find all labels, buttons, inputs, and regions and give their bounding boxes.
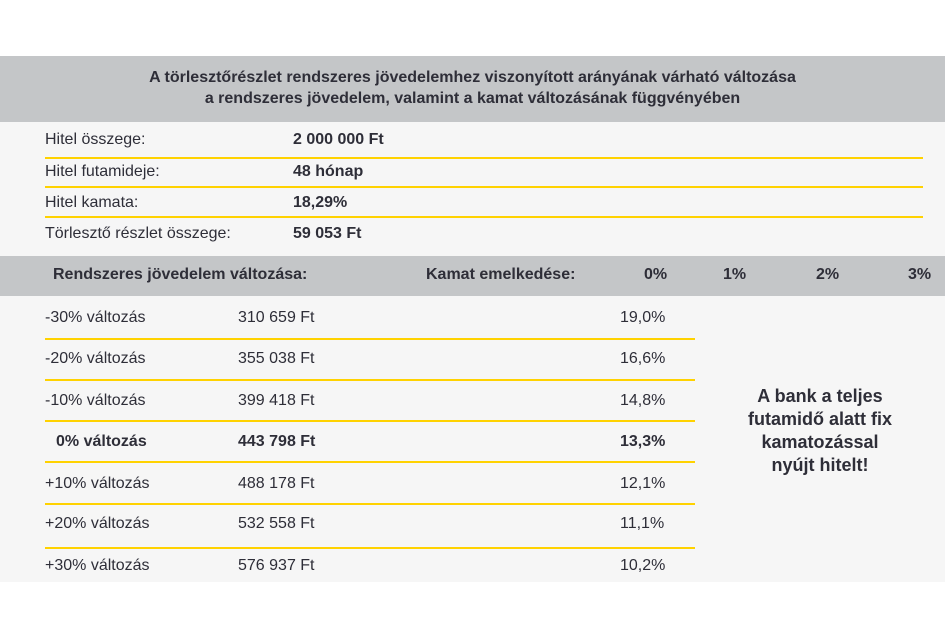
note-line: futamidő alatt fix (747, 409, 892, 429)
rate-1-header: 1% (723, 266, 747, 283)
divider (45, 503, 695, 505)
ratio-cell: 10,2% (620, 557, 666, 574)
divider (45, 216, 923, 218)
ratio-cell: 14,8% (620, 392, 666, 409)
income-change-cell: -30% változás (45, 309, 146, 326)
income-change-cell: +10% változás (45, 475, 150, 492)
income-change-header: Rendszeres jövedelem változása: (53, 266, 308, 283)
table-header: Rendszeres jövedelem változása: Kamat em… (0, 256, 945, 296)
installment-label: Törlesztő részlet összege: (45, 225, 231, 242)
ratio-cell: 11,1% (620, 515, 665, 532)
title-line-1: A törlesztőrészlet rendszeres jövedelemh… (149, 69, 796, 86)
divider (45, 186, 923, 188)
rate-2-header: 2% (816, 266, 840, 283)
income-cell: 532 558 Ft (238, 515, 315, 532)
ratio-cell: 16,6% (620, 350, 666, 367)
rate-3-header: 3% (908, 266, 932, 283)
loan-rate-value: 18,29% (293, 194, 348, 211)
divider (45, 379, 695, 381)
loan-term-value: 48 hónap (293, 163, 364, 180)
title-line-2: a rendszeres jövedelem, valamint a kamat… (204, 90, 741, 107)
loan-amount-label: Hitel összege: (45, 131, 146, 148)
table-title: A törlesztőrészlet rendszeres jövedelemh… (0, 56, 945, 122)
income-cell: 576 937 Ft (238, 557, 315, 574)
rate-increase-header: Kamat emelkedése: (426, 266, 576, 283)
loan-rate-label: Hitel kamata: (45, 194, 139, 211)
note-line: nyújt hitelt! (771, 455, 869, 475)
rate-0-header: 0% (644, 266, 668, 283)
loan-amount-value: 2 000 000 Ft (293, 131, 384, 148)
income-cell: 488 178 Ft (238, 475, 315, 492)
income-change-cell: +20% változás (45, 515, 150, 532)
income-cell: 399 418 Ft (238, 392, 315, 409)
income-cell: 443 798 Ft (238, 433, 316, 450)
loan-info-panel (0, 122, 945, 256)
fixed-rate-note: A bank a teljes futamidő alatt fix kamat… (705, 385, 935, 477)
data-panel (0, 296, 945, 582)
ratio-cell: 13,3% (620, 433, 666, 450)
divider (45, 420, 695, 422)
divider (45, 547, 695, 549)
note-line: A bank a teljes (757, 386, 883, 406)
ratio-cell: 19,0% (620, 309, 666, 326)
loan-term-label: Hitel futamideje: (45, 163, 160, 180)
income-cell: 355 038 Ft (238, 350, 315, 367)
note-line: kamatozással (761, 432, 879, 452)
income-cell: 310 659 Ft (238, 309, 315, 326)
ratio-cell: 12,1% (620, 475, 666, 492)
divider (45, 157, 923, 159)
divider (45, 461, 695, 463)
income-change-cell: -20% változás (45, 350, 146, 367)
divider (45, 338, 695, 340)
income-change-cell: +30% változás (45, 557, 150, 574)
income-change-cell: -10% változás (45, 392, 146, 409)
installment-value: 59 053 Ft (293, 225, 362, 242)
income-change-cell: 0% változás (56, 433, 147, 450)
